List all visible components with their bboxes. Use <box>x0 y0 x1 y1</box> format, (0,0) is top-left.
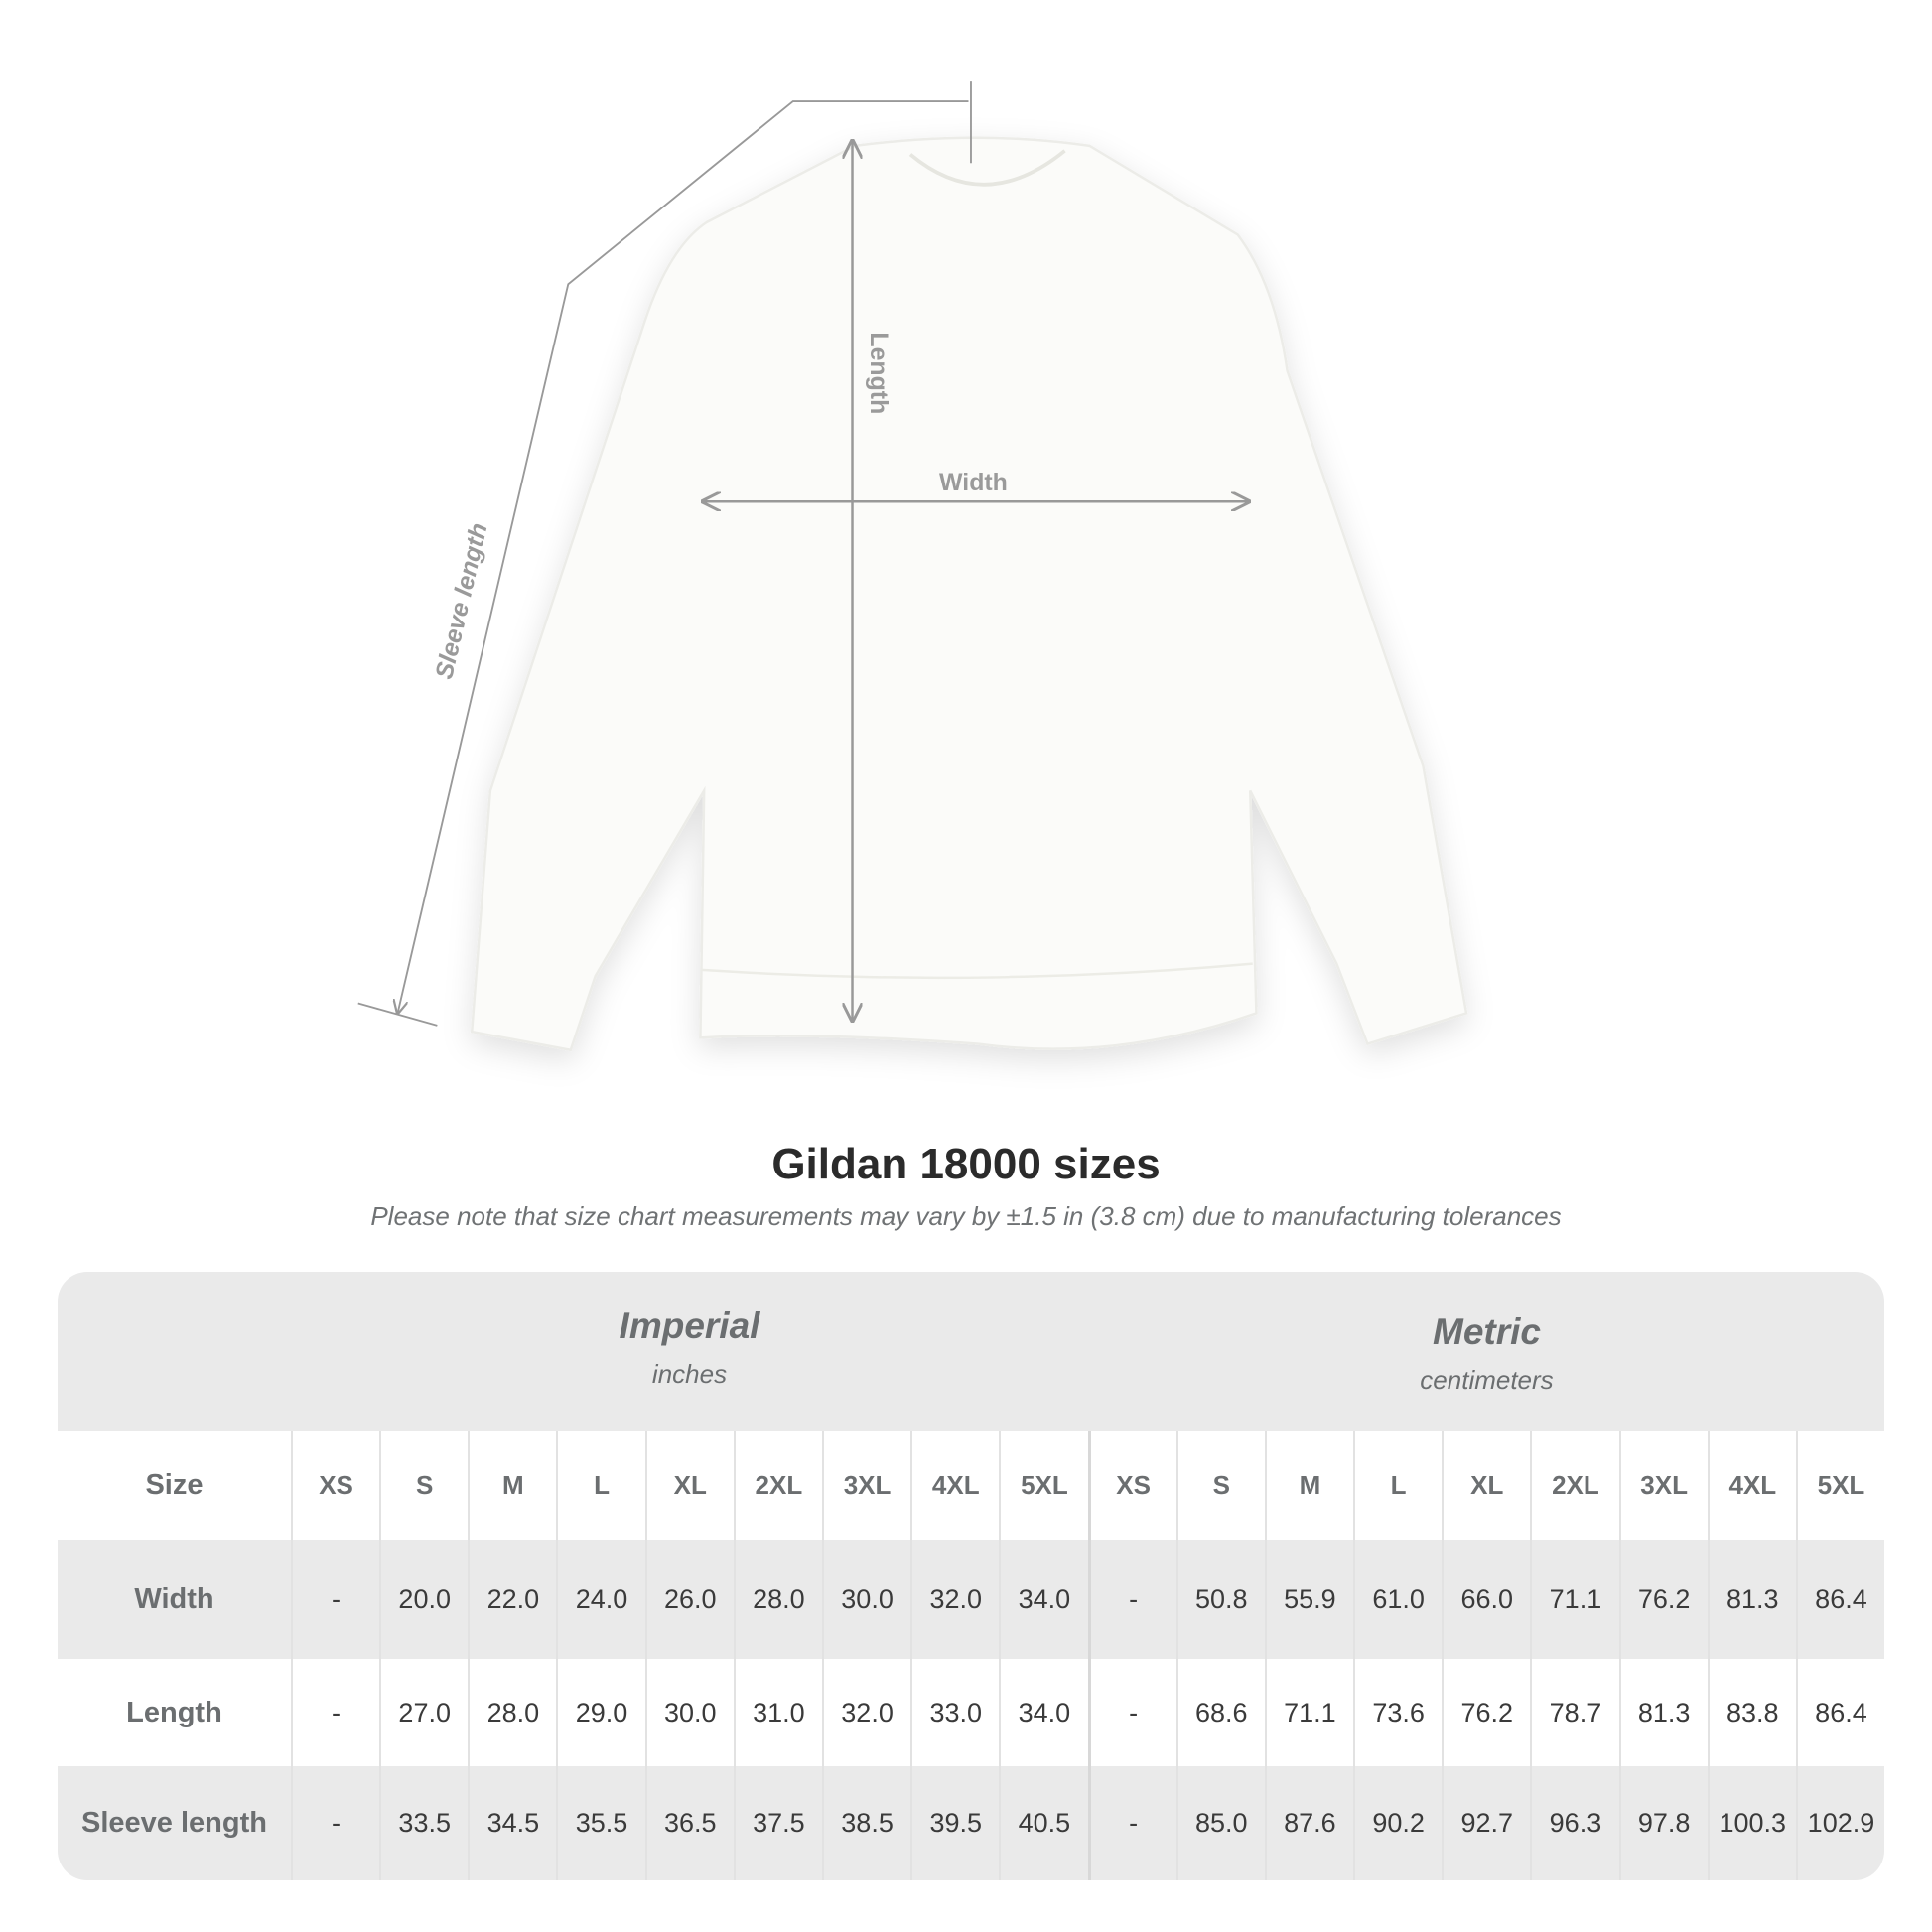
metric-value-cell: 50.8 <box>1175 1540 1265 1659</box>
imperial-value-cell: 36.5 <box>644 1766 734 1880</box>
sleeve-arrow <box>398 100 969 1013</box>
imperial-value-cell: 34.0 <box>999 1540 1087 1659</box>
metric-value-cell: - <box>1087 1766 1176 1880</box>
imperial-value-cell: 34.0 <box>999 1659 1087 1766</box>
imperial-value-cell: 38.5 <box>821 1766 910 1880</box>
size-table: Imperial inches Metric centimeters Size X… <box>58 1272 1884 1880</box>
imperial-value-cell: 30.0 <box>821 1540 910 1659</box>
width-label: Width <box>939 469 1008 496</box>
imperial-value-cell: 32.0 <box>910 1540 999 1659</box>
page-title: Gildan 18000 sizes <box>771 1140 1161 1188</box>
size-header-cell: XS <box>1087 1431 1176 1540</box>
metric-value-cell: 81.3 <box>1707 1540 1796 1659</box>
size-header-cell: 3XL <box>821 1431 910 1540</box>
imperial-value-cell: 37.5 <box>733 1766 822 1880</box>
size-header-cell: S <box>379 1431 468 1540</box>
metric-value-cell: 102.9 <box>1795 1766 1884 1880</box>
size-header-cell: L <box>1353 1431 1442 1540</box>
size-header-cell: 2XL <box>733 1431 822 1540</box>
imperial-value-cell: 28.0 <box>468 1659 556 1766</box>
table-row: Length -27.0 28.0 29.0 30.0 31.0 32.0 33.0 34.0-… <box>58 1659 1884 1766</box>
metric-value-cell: 92.7 <box>1442 1766 1530 1880</box>
metric-value-cell: 76.2 <box>1442 1659 1530 1766</box>
table-row: Sleeve length -33.5 34.5 35.5 36.5 37.5 38.5 39… <box>58 1766 1884 1880</box>
table-row: Width -20.0 22.0 24.0 26.0 28.0 30.0 32.0 34.0-5… <box>58 1540 1884 1659</box>
size-header-cell: 4XL <box>910 1431 999 1540</box>
metric-value-cell: 76.2 <box>1618 1540 1708 1659</box>
row-label: Width <box>134 1583 214 1615</box>
imperial-value-cell: 34.5 <box>468 1766 556 1880</box>
imperial-value-cell: 32.0 <box>821 1659 910 1766</box>
metric-value-cell: 86.4 <box>1795 1659 1884 1766</box>
metric-value-cell: - <box>1087 1540 1176 1659</box>
size-header-cell: 5XL <box>1795 1431 1884 1540</box>
imperial-value-cell: 33.0 <box>910 1659 999 1766</box>
row-label: Length <box>126 1696 222 1728</box>
metric-value-cell: 81.3 <box>1618 1659 1708 1766</box>
metric-value-cell: 96.3 <box>1530 1766 1618 1880</box>
imperial-value-cell: 20.0 <box>379 1540 468 1659</box>
imperial-value-cell: 35.5 <box>556 1766 644 1880</box>
imperial-label: Imperial <box>619 1306 760 1346</box>
size-header-cell: XL <box>1442 1431 1530 1540</box>
metric-value-cell: 73.6 <box>1353 1659 1442 1766</box>
imperial-value-cell: 22.0 <box>468 1540 556 1659</box>
size-header-cell: 5XL <box>999 1431 1087 1540</box>
imperial-value-cell: - <box>290 1766 379 1880</box>
imperial-unit: inches <box>651 1359 728 1389</box>
metric-value-cell: 90.2 <box>1353 1766 1442 1880</box>
size-header-cell: XL <box>644 1431 734 1540</box>
metric-value-cell: - <box>1087 1659 1176 1766</box>
metric-value-cell: 68.6 <box>1175 1659 1265 1766</box>
metric-label: Metric <box>1433 1311 1541 1352</box>
size-header-cell: 2XL <box>1530 1431 1618 1540</box>
sweatshirt-shape <box>470 136 1468 1052</box>
row-label: Sleeve length <box>80 1807 267 1839</box>
imperial-value-cell: 26.0 <box>644 1540 734 1659</box>
tolerance-note: Please note that size chart measurements… <box>370 1201 1562 1231</box>
sleeve-label: Sleeve length <box>430 520 492 682</box>
size-header-cell: XS <box>290 1431 379 1540</box>
metric-value-cell: 78.7 <box>1530 1659 1618 1766</box>
size-header-cell: M <box>1264 1431 1353 1540</box>
imperial-value-cell: 40.5 <box>999 1766 1087 1880</box>
imperial-value-cell: 39.5 <box>910 1766 999 1880</box>
imperial-value-cell: 33.5 <box>379 1766 468 1880</box>
metric-value-cell: 97.8 <box>1618 1766 1708 1880</box>
metric-header: Metric centimeters <box>1088 1272 1884 1470</box>
imperial-value-cell: 31.0 <box>733 1659 822 1766</box>
size-header-row: Size XS S M L XL 2XL 3XL 4XL 5XL XS S M L XL 2XL 3XL 4XL 5… <box>58 1431 1884 1540</box>
metric-value-cell: 71.1 <box>1264 1659 1353 1766</box>
metric-value-cell: 71.1 <box>1530 1540 1618 1659</box>
length-label: Length <box>865 332 893 414</box>
size-header-cell: L <box>556 1431 644 1540</box>
imperial-value-cell: 30.0 <box>644 1659 734 1766</box>
metric-value-cell: 100.3 <box>1707 1766 1796 1880</box>
size-header-cell: 3XL <box>1618 1431 1708 1540</box>
metric-value-cell: 85.0 <box>1175 1766 1265 1880</box>
metric-value-cell: 61.0 <box>1353 1540 1442 1659</box>
metric-value-cell: 66.0 <box>1442 1540 1530 1659</box>
metric-value-cell: 86.4 <box>1795 1540 1884 1659</box>
metric-value-cell: 87.6 <box>1264 1766 1353 1880</box>
imperial-header: Imperial inches <box>291 1272 1088 1464</box>
metric-value-cell: 55.9 <box>1264 1540 1353 1659</box>
imperial-value-cell: 29.0 <box>556 1659 644 1766</box>
imperial-value-cell: 24.0 <box>556 1540 644 1659</box>
size-header-cell: M <box>468 1431 556 1540</box>
imperial-value-cell: - <box>290 1540 379 1659</box>
row-label: Size <box>145 1468 204 1501</box>
imperial-value-cell: 28.0 <box>733 1540 822 1659</box>
size-header-cell: 4XL <box>1707 1431 1796 1540</box>
imperial-value-cell: - <box>290 1659 379 1766</box>
size-header-cell: S <box>1175 1431 1265 1540</box>
imperial-value-cell: 27.0 <box>379 1659 468 1766</box>
metric-value-cell: 83.8 <box>1707 1659 1796 1766</box>
metric-unit: centimeters <box>1420 1365 1554 1395</box>
sweatshirt-illustration: Length Width Sleeve length <box>357 81 1468 1052</box>
